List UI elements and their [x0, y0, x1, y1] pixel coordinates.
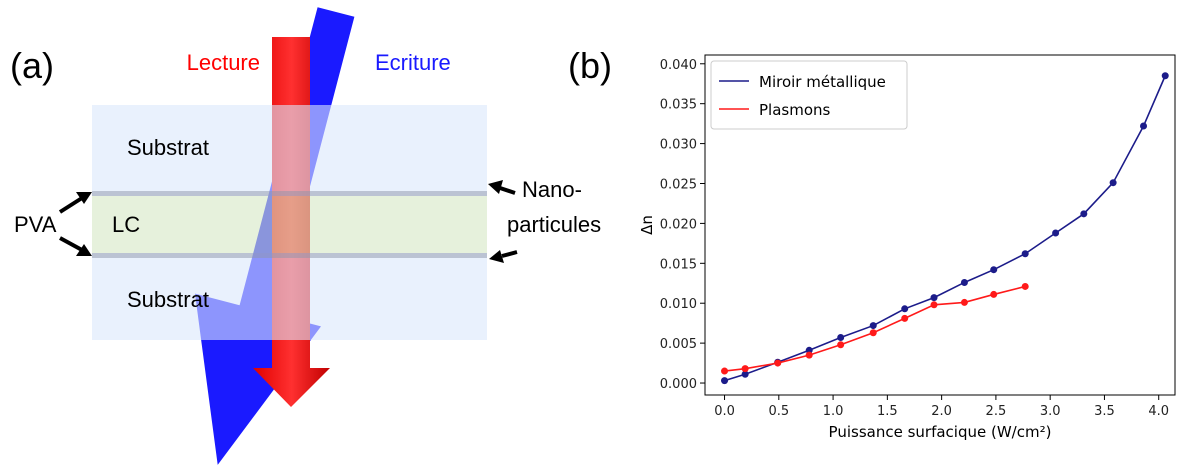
y-tick-label: 0.020: [660, 217, 697, 232]
x-tick-label: 1.5: [877, 404, 898, 419]
data-point: [869, 322, 877, 330]
y-tick-label: 0.030: [660, 138, 697, 153]
panel-label: (a): [10, 45, 54, 86]
data-point: [930, 294, 938, 302]
legend-box: [710, 60, 908, 130]
substrate-top: [92, 105, 487, 191]
x-axis-label: Puissance surfacique (W/cm²): [829, 423, 1052, 441]
series-line: [724, 75, 1166, 382]
pva-top: [92, 191, 487, 196]
series-line: [724, 285, 1026, 372]
x-tick-label: 0.0: [714, 404, 735, 419]
y-axis-label: Δn: [638, 215, 656, 235]
chart: (b) 0.000 0.005 0.010 0.015 0.020 0.025 0.030 0…: [568, 45, 1176, 441]
data-point: [990, 290, 998, 298]
read-label: Lecture: [187, 50, 260, 75]
lc-layer: [92, 196, 487, 253]
data-point: [721, 367, 729, 375]
data-point: [1109, 179, 1117, 187]
x-tick-label: 0.5: [768, 404, 789, 419]
x-tick-label: 4.0: [1148, 404, 1169, 419]
y-tick-label: 0.015: [660, 257, 697, 272]
data-point: [805, 346, 813, 354]
x-tick-label: 3.5: [1094, 404, 1115, 419]
legend-label: Miroir métallique: [759, 73, 886, 91]
plot-frame: [704, 54, 1176, 396]
data-point: [1161, 72, 1169, 80]
y-tick-label: 0.005: [660, 337, 697, 352]
diagram: (a) Lecture Ecriture Substrat LC Substra…: [10, 7, 601, 465]
data-point: [837, 334, 845, 342]
layer-label: Substrat: [127, 287, 209, 312]
pva-label: PVA: [14, 212, 57, 237]
write-label: Ecriture: [375, 50, 451, 75]
y-tick-label: 0.035: [660, 98, 697, 113]
data-point: [1080, 210, 1088, 218]
data-point: [741, 365, 749, 373]
y-tick-label: 0.025: [660, 177, 697, 192]
data-point: [901, 314, 909, 322]
data-point: [960, 278, 968, 286]
x-tick-label: 3.0: [1040, 404, 1061, 419]
x-tick-label: 2.0: [931, 404, 952, 419]
substrate-bottom: [92, 258, 487, 340]
data-point: [960, 298, 968, 306]
data-point: [930, 301, 938, 309]
data-point: [1052, 229, 1060, 237]
nano-label: Nano-: [522, 177, 582, 202]
data-point: [805, 351, 813, 359]
y-tick-label: 0.010: [660, 297, 697, 312]
pva-bottom: [92, 253, 487, 258]
data-point: [990, 266, 998, 274]
y-tick-label: 0.000: [660, 377, 697, 392]
layer-label: Substrat: [127, 135, 209, 160]
x-tick-label: 2.5: [986, 404, 1007, 419]
data-point: [901, 305, 909, 313]
data-point: [837, 341, 845, 349]
data-point: [1140, 122, 1148, 130]
data-point: [869, 329, 877, 337]
data-point: [741, 370, 749, 378]
layer-label: LC: [112, 212, 140, 237]
x-tick-label: 1.0: [823, 404, 844, 419]
data-point: [774, 359, 782, 367]
nano-label: particules: [507, 212, 601, 237]
data-point: [1021, 282, 1029, 290]
legend-label: Plasmons: [759, 101, 831, 119]
pointer-arrows: [58, 180, 518, 263]
y-tick-label: 0.040: [660, 58, 697, 73]
data-point: [1021, 250, 1029, 258]
panel-label: (b): [568, 45, 612, 86]
data-point: [721, 377, 729, 385]
